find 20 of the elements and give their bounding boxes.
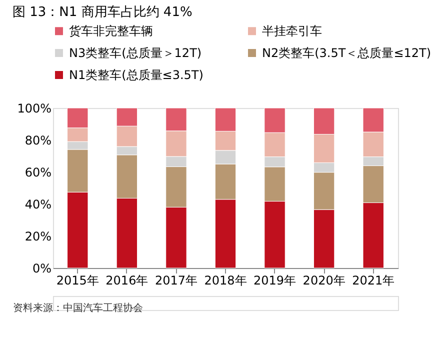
- y-tick-label: 40%: [24, 198, 52, 212]
- legend-label: N3类整车(总质量＞12T): [69, 46, 202, 60]
- x-tick-label: 2021年: [352, 274, 395, 288]
- legend-label: N1类整车(总质量≤3.5T): [69, 68, 204, 82]
- chart-title: 图 13：N1 商用车占比约 41%: [12, 5, 192, 20]
- legend-label: 半挂牵引车: [262, 24, 322, 38]
- y-tick-label: 80%: [24, 134, 52, 148]
- x-tick-label: 2020年: [302, 274, 346, 288]
- legend-label: N2类整车(3.5T＜总质量≤12T): [262, 46, 432, 60]
- y-tick-label: 0%: [32, 262, 52, 276]
- x-tick-label: 2017年: [154, 274, 198, 288]
- x-tick-label: 2019年: [254, 274, 296, 288]
- legend-label: 货车非完整车辆: [69, 24, 153, 38]
- y-tick-label: 100%: [17, 102, 52, 116]
- x-tick-label: 2018年: [204, 274, 247, 288]
- x-tick-label: 2016年: [106, 274, 148, 288]
- text: 资料来源：中国汽车工程协会: [13, 302, 143, 314]
- x-tick-label: 2015年: [56, 274, 99, 288]
- y-tick-label: 60%: [24, 166, 52, 180]
- y-tick-label: 20%: [24, 230, 52, 244]
